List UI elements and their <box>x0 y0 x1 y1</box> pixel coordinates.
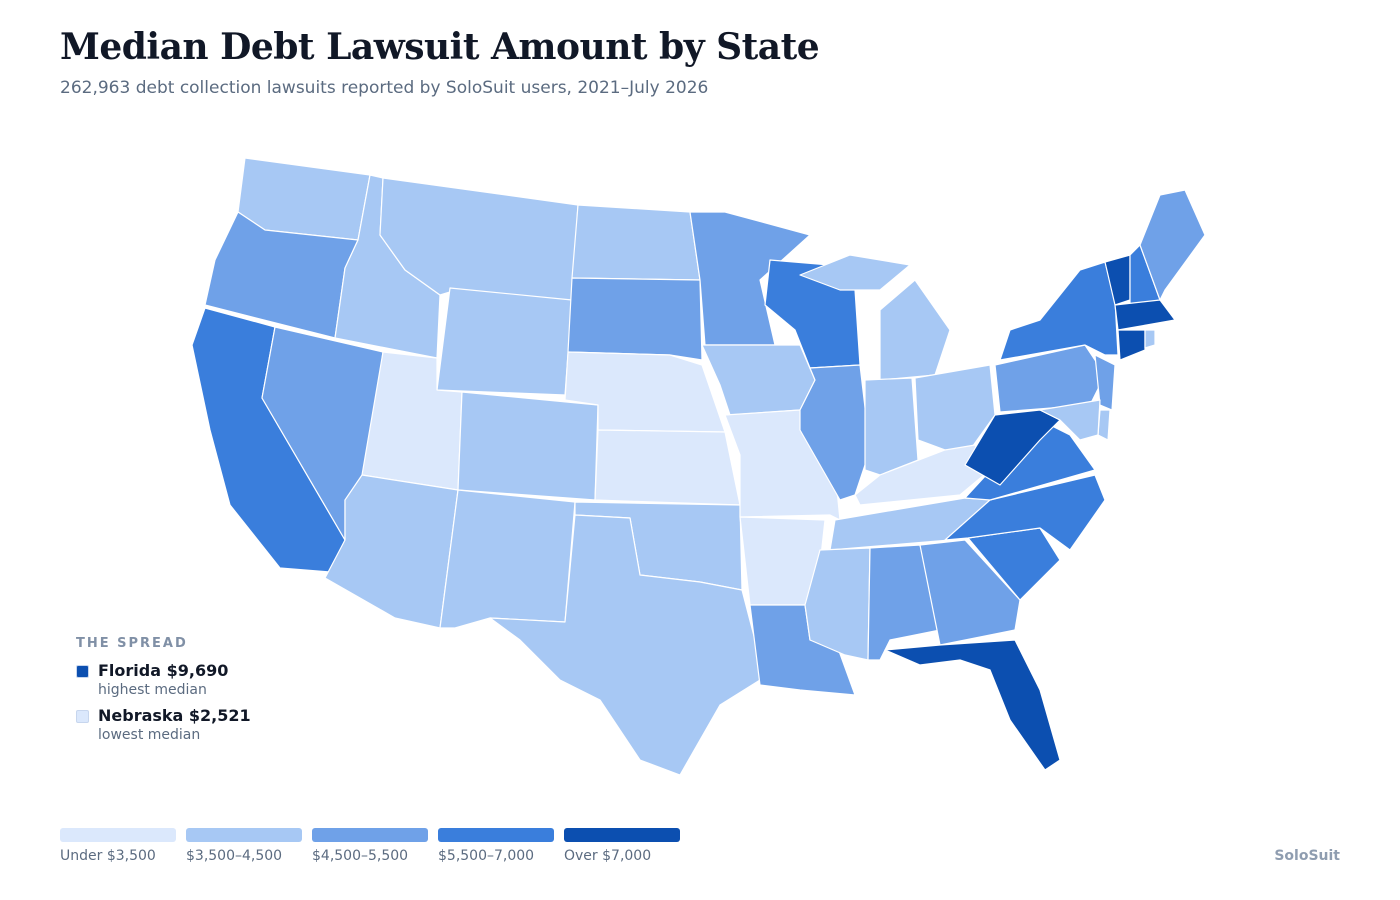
state <box>457 391 599 501</box>
state <box>436 287 573 396</box>
spread-item: Florida $9,690 highest median <box>76 661 251 698</box>
spread-label: Florida $9,690 <box>98 661 229 680</box>
title: Median Debt Lawsuit Amount by State <box>60 26 820 68</box>
state <box>1117 329 1146 361</box>
state <box>439 489 576 629</box>
swatch <box>76 710 89 723</box>
state <box>689 211 811 346</box>
legend-swatch <box>312 828 428 842</box>
legend: Under $3,500 $3,500–4,500 $4,500–5,500 $5,5… <box>60 828 680 864</box>
subtitle: 262,963 debt collection lawsuits reporte… <box>60 78 709 98</box>
state <box>994 344 1106 413</box>
source: SoloSuit <box>1274 848 1340 864</box>
swatch <box>76 665 89 678</box>
state <box>879 279 951 381</box>
legend-label: Under $3,500 <box>60 848 156 864</box>
spread-panel: THE SPREAD Florida $9,690 highest median N… <box>76 636 251 751</box>
legend-item: $3,500–4,500 <box>186 828 302 864</box>
state <box>999 261 1119 361</box>
state <box>701 344 816 416</box>
legend-item: $4,500–5,500 <box>312 828 428 864</box>
spread-note: lowest median <box>98 727 201 743</box>
state <box>1039 399 1101 441</box>
legend-item: $5,500–7,000 <box>438 828 554 864</box>
state <box>864 377 919 476</box>
state <box>1097 409 1111 441</box>
legend-swatch <box>438 828 554 842</box>
legend-label: $3,500–4,500 <box>186 848 283 864</box>
state <box>489 514 761 776</box>
state <box>1144 329 1156 349</box>
legend-swatch <box>186 828 302 842</box>
state <box>799 254 911 291</box>
legend-swatch <box>564 828 680 842</box>
legend-swatch <box>60 828 176 842</box>
state <box>1114 299 1176 331</box>
spread-heading: THE SPREAD <box>76 636 188 651</box>
legend-item: Under $3,500 <box>60 828 176 864</box>
state <box>884 639 1061 771</box>
state <box>594 429 741 506</box>
spread-label: Nebraska $2,521 <box>98 706 251 725</box>
state <box>567 277 703 361</box>
state <box>571 204 701 281</box>
legend-item: Over $7,000 <box>564 828 680 864</box>
state <box>944 474 1106 551</box>
legend-label: $5,500–7,000 <box>438 848 535 864</box>
legend-label: $4,500–5,500 <box>312 848 409 864</box>
spread-item: Nebraska $2,521 lowest median <box>76 706 251 743</box>
legend-label: Over $7,000 <box>564 848 652 864</box>
state <box>799 364 871 501</box>
spread-note: highest median <box>98 682 207 698</box>
state <box>919 539 1021 646</box>
state <box>1094 354 1116 411</box>
